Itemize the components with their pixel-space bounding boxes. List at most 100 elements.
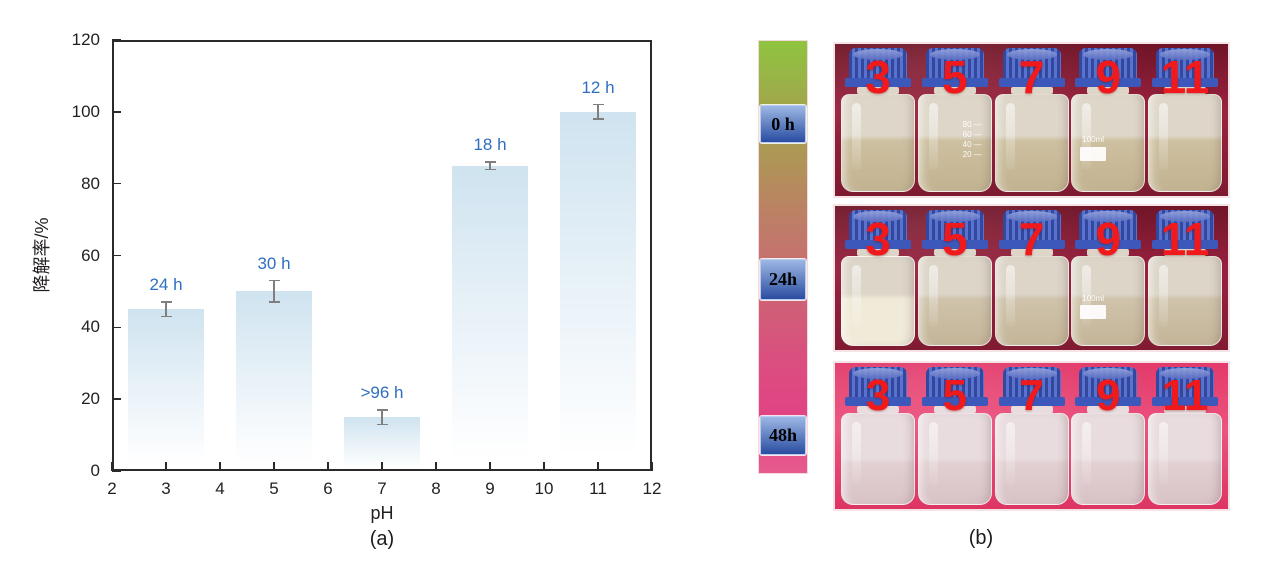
- bottle-cap-top: [929, 368, 980, 379]
- x-tick: [327, 462, 329, 471]
- bottle: 9 100ml: [1070, 48, 1146, 192]
- bottle-cap-top: [1083, 211, 1134, 222]
- x-tick: [543, 462, 545, 471]
- bar-time-label: 30 h: [257, 253, 291, 273]
- bottle: 9: [1070, 367, 1146, 505]
- error-bar-cap: [160, 301, 172, 303]
- y-tick-label: 80: [81, 173, 100, 193]
- x-tick-label: 3: [161, 479, 171, 498]
- bottle-number: 9: [1095, 51, 1122, 103]
- bottle-body: [1148, 413, 1222, 505]
- bottle-body: [1071, 413, 1146, 505]
- bottle-cap-top: [853, 211, 903, 222]
- x-tick-label: 9: [485, 479, 495, 498]
- bottle-cap-top: [1083, 368, 1134, 379]
- x-tick: [111, 462, 113, 471]
- error-bar: [273, 280, 275, 303]
- y-tick-label: 60: [81, 245, 100, 265]
- error-bar-cap: [592, 118, 604, 120]
- y-tick: [112, 182, 121, 185]
- bottle-neck: [857, 406, 899, 413]
- bottle-neck: [857, 87, 899, 94]
- volume-label: 100ml: [1082, 293, 1105, 303]
- bottle: 7: [994, 48, 1070, 192]
- glass-highlight: [852, 422, 861, 485]
- bottle: 5: [917, 367, 993, 505]
- bar: [560, 111, 636, 471]
- glass-highlight: [928, 265, 938, 327]
- bar-time-label: >96 h: [360, 382, 404, 402]
- error-bar-cap: [268, 301, 280, 303]
- glass-highlight: [1159, 422, 1168, 485]
- error-bar: [489, 162, 491, 170]
- bottle-cap-skirt: [1152, 240, 1218, 249]
- bottle-number: 11: [1160, 213, 1210, 265]
- scale-mark: 40 —: [962, 139, 982, 149]
- x-tick: [435, 462, 437, 471]
- bottle-neck: [933, 87, 976, 94]
- bottle-cap-skirt: [845, 78, 911, 87]
- bottle-cap-skirt: [998, 78, 1065, 87]
- bottle: 3: [840, 367, 916, 505]
- caption-a: (a): [369, 528, 395, 550]
- bottle-neck: [1164, 406, 1206, 413]
- bottle-cap: [1079, 48, 1138, 80]
- glass-highlight: [1159, 265, 1168, 327]
- bar: [452, 165, 528, 471]
- bottle-neck: [1164, 249, 1206, 256]
- bottle: 7: [994, 367, 1070, 505]
- bottle-number: 3: [865, 371, 891, 420]
- bottles-row: 3 5 7 9 11: [835, 363, 1228, 509]
- error-bar-cap: [376, 423, 388, 426]
- time-box: 48h: [760, 416, 806, 455]
- bottle-cap: [925, 367, 984, 399]
- bar: [236, 291, 312, 471]
- bottle-number: 11: [1161, 371, 1209, 420]
- x-tick-label: 11: [589, 479, 607, 498]
- bottle-cap: [1002, 210, 1061, 242]
- bottle-cap: [849, 367, 907, 399]
- bottle-number: 7: [1019, 371, 1044, 420]
- error-bar-cap: [376, 409, 388, 411]
- bar: [128, 309, 204, 471]
- bottle-body: 100ml: [1071, 256, 1146, 346]
- x-tick-label: 6: [323, 479, 333, 498]
- bottles-row: 3 5 7 9 100ml 11: [835, 206, 1228, 350]
- scale-mark: 20 —: [962, 149, 982, 159]
- bottle-cap-top: [853, 49, 903, 60]
- bottle-cap: [849, 210, 907, 242]
- bottle-body: 100ml: [1071, 94, 1146, 192]
- bottle-body: [994, 94, 1069, 192]
- bottle-cap-skirt: [921, 397, 988, 406]
- x-tick-label: 2: [107, 479, 117, 498]
- y-tick: [112, 398, 121, 400]
- bottle-cap-skirt: [845, 240, 911, 249]
- bottle-cap-top: [1006, 368, 1057, 379]
- bottle: 11: [1147, 210, 1223, 346]
- bottle-neck: [1087, 87, 1130, 94]
- glass-highlight: [1005, 265, 1015, 327]
- bar-time-label: 24 h: [149, 275, 183, 295]
- bottle-body: [917, 256, 992, 346]
- bottle-neck: [1087, 249, 1130, 256]
- bottle-neck: [1087, 406, 1130, 413]
- bottle-cap-top: [853, 368, 903, 379]
- y-tick-label: 120: [71, 30, 100, 49]
- time-gradient-bar: 0 h 24h 48h: [758, 40, 808, 474]
- error-bar-cap: [592, 103, 604, 106]
- glass-highlight: [928, 103, 938, 171]
- bottle-number: 9: [1095, 213, 1122, 265]
- bottle-cap: [925, 48, 984, 80]
- bottle-cap: [1156, 210, 1214, 242]
- bottle-neck: [1010, 406, 1053, 413]
- bottle-number: 3: [865, 51, 891, 103]
- bottle-cap-skirt: [1152, 397, 1218, 406]
- photo-row: 3 5 7 9 11: [833, 361, 1230, 511]
- scale-mark: 60 —: [962, 129, 982, 139]
- bottle-cap: [1156, 367, 1214, 399]
- bottle-cap: [1002, 367, 1061, 399]
- bottle-body: [994, 413, 1069, 505]
- bottle-cap: [1002, 48, 1061, 80]
- photo-row: 3 5 80 —60 —40 —20 — 7 9 100ml 11: [833, 42, 1230, 198]
